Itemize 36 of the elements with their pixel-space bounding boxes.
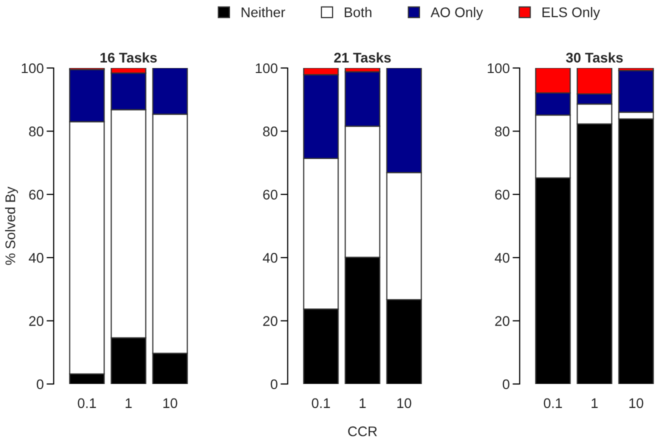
y-tick-label: 100 [488,63,510,74]
legend-label: Both [344,7,372,18]
y-tick-label: 0 [502,379,510,390]
chart-title: 16 Tasks [100,52,157,63]
y-tick-label: 80 [495,126,510,136]
y-tick-label: 0 [36,379,44,390]
y-tick-label: 20 [263,316,278,326]
y-tick-label: 20 [495,316,510,326]
y-tick-label: 40 [262,252,278,263]
y-tick-label: 100 [22,63,44,74]
legend-label: Neither [242,7,286,18]
x-tick-label: 1 [360,398,366,408]
x-tick-label: 0.1 [312,398,330,408]
y-tick-label: 60 [263,190,278,200]
y-tick-label: 60 [495,190,510,200]
x-axis-title: CCR [348,426,377,436]
x-tick-label: 10 [163,398,178,408]
x-tick-label: 10 [397,398,412,408]
y-tick-label: 100 [256,63,278,74]
y-tick-label: 40 [494,252,510,263]
x-tick-label: 0.1 [78,398,96,408]
y-axis-title: % Solved By [5,186,18,265]
x-tick-label: 1 [126,398,132,408]
x-tick-label: 10 [629,398,644,408]
x-tick-label: 1 [592,398,598,408]
y-tick-label: 0 [270,379,278,390]
y-tick-label: 80 [263,126,278,136]
y-tick-label: 20 [29,316,44,326]
chart-title: 30 Tasks [566,52,623,63]
y-tick-label: 40 [28,252,44,263]
y-tick-label: 60 [29,190,44,200]
legend-label: AO Only [430,7,484,20]
y-tick-label: 80 [29,126,44,136]
chart-title: 21 Tasks [334,52,391,63]
legend-label: ELS Only [542,7,600,20]
x-tick-label: 0.1 [544,398,562,408]
